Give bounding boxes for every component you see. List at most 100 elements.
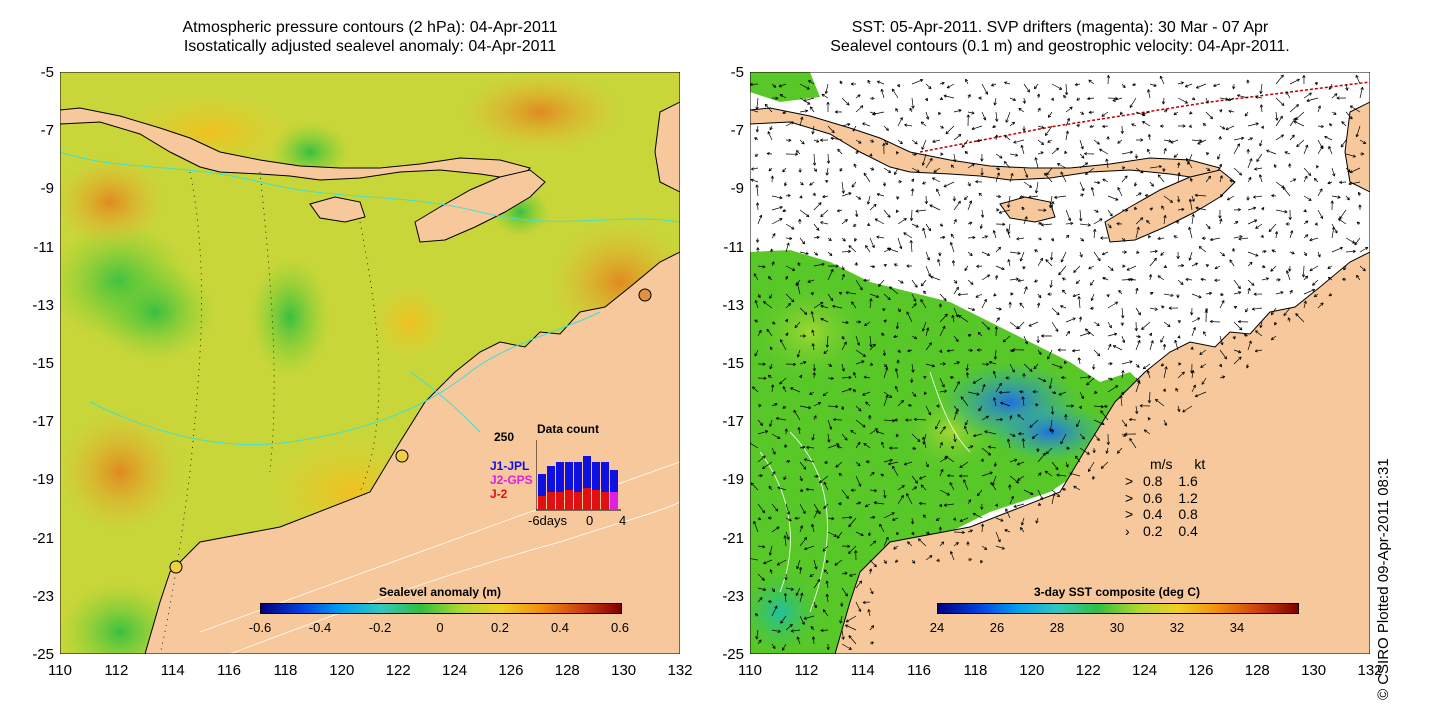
velocity-vector (883, 125, 889, 131)
velocity-vector (960, 396, 969, 407)
latitude-tick: -5 (730, 64, 744, 81)
velocity-vector (853, 372, 857, 379)
velocity-vector (895, 107, 899, 113)
velocity-vector (841, 544, 851, 548)
histogram-bar-j2 (592, 490, 600, 510)
velocity-vector (799, 83, 810, 90)
velocity-vector (1016, 237, 1025, 241)
velocity-vector (753, 520, 759, 533)
velocity-vector (1121, 370, 1125, 379)
velocity-vector (769, 419, 773, 427)
velocity-vector (1102, 178, 1109, 183)
velocity-vector (867, 609, 871, 617)
velocity-vector (992, 124, 997, 129)
velocity-vector (1023, 363, 1033, 372)
velocity-vector (1028, 321, 1039, 327)
velocity-vector (757, 404, 762, 408)
velocity-vector (1077, 357, 1081, 365)
velocity-vector (1359, 265, 1366, 272)
histogram-bar-j2 (538, 496, 546, 510)
velocity-vector (995, 222, 1006, 226)
velocity-vector (1079, 209, 1083, 222)
velocity-vector (939, 389, 948, 393)
velocity-vector (841, 249, 851, 254)
velocity-vector (1045, 259, 1053, 267)
velocity-vector (1270, 307, 1277, 316)
velocity-vector (1079, 139, 1084, 150)
velocity-vector (953, 307, 959, 318)
velocity-vector (882, 181, 887, 187)
velocity-vector (896, 83, 900, 88)
velocity-vector (1202, 122, 1207, 127)
velocity-vector (1021, 206, 1025, 211)
velocity-vector (1214, 278, 1221, 282)
velocity-vector (852, 125, 857, 132)
velocity-vector (1331, 246, 1343, 253)
velocity-vector (1303, 275, 1309, 281)
velocity-vector (994, 326, 998, 337)
velocity-vector (799, 195, 803, 199)
velocity-vector (811, 329, 815, 337)
velocity-vector (1041, 334, 1053, 338)
sealevel-colorbar (260, 603, 622, 614)
velocity-vector (932, 177, 941, 183)
velocity-vector (911, 167, 920, 173)
velocity-vector (1009, 97, 1016, 101)
velocity-vector (897, 117, 903, 127)
velocity-vector (1161, 305, 1165, 309)
velocity-vector (976, 138, 983, 143)
velocity-vector (1093, 251, 1101, 262)
velocity-vector (1287, 317, 1291, 323)
velocity-vector (771, 471, 776, 477)
velocity-vector (783, 593, 788, 603)
velocity-vector (995, 208, 1000, 212)
velocity-vector (869, 237, 875, 249)
velocity-vector (1348, 181, 1361, 186)
velocity-vector (869, 139, 874, 143)
velocity-vector (1009, 458, 1018, 463)
velocity-vector (1205, 291, 1213, 296)
velocity-vector (851, 181, 857, 188)
velocity-vector (790, 629, 801, 633)
velocity-vector (998, 390, 1011, 395)
velocity-vector (963, 425, 969, 435)
velocity-vector (1162, 167, 1166, 172)
velocity-vector (812, 363, 816, 372)
velocity-vector (1219, 218, 1223, 225)
velocity-vector (1093, 405, 1104, 409)
velocity-vector (785, 531, 790, 540)
velocity-vector (1312, 279, 1319, 286)
velocity-vector (1188, 251, 1193, 261)
velocity-vector (1331, 167, 1336, 177)
velocity-vector (1129, 437, 1137, 449)
velocity-vector (841, 341, 847, 351)
velocity-vector (995, 307, 1002, 311)
velocity-vector (925, 555, 933, 561)
velocity-vector (855, 580, 863, 589)
velocity-vector (868, 531, 872, 537)
velocity-vector (841, 181, 845, 194)
velocity-vector (1355, 74, 1361, 85)
velocity-vector (910, 377, 914, 383)
velocity-vector (869, 515, 876, 520)
longitude-tick: 120 (329, 662, 355, 679)
velocity-vector (911, 152, 917, 156)
velocity-vector (841, 122, 851, 127)
velocity-vector (869, 471, 875, 477)
velocity-vector (904, 123, 913, 127)
velocity-vector (855, 349, 866, 357)
velocity-vector (1149, 249, 1158, 253)
velocity-vector (1345, 83, 1349, 91)
velocity-vector (1112, 97, 1123, 102)
velocity-vector (1003, 160, 1011, 169)
velocity-vector (1033, 363, 1039, 370)
velocity-vector (1045, 447, 1053, 455)
longitude-tick: 130 (1301, 662, 1327, 679)
velocity-vector (803, 97, 815, 102)
velocity-vector (1163, 195, 1174, 203)
velocity-vector (1032, 390, 1039, 394)
velocity-vector (799, 536, 808, 547)
velocity-vector (939, 468, 944, 477)
velocity-vector (1317, 188, 1323, 197)
velocity-vector (1023, 216, 1028, 225)
